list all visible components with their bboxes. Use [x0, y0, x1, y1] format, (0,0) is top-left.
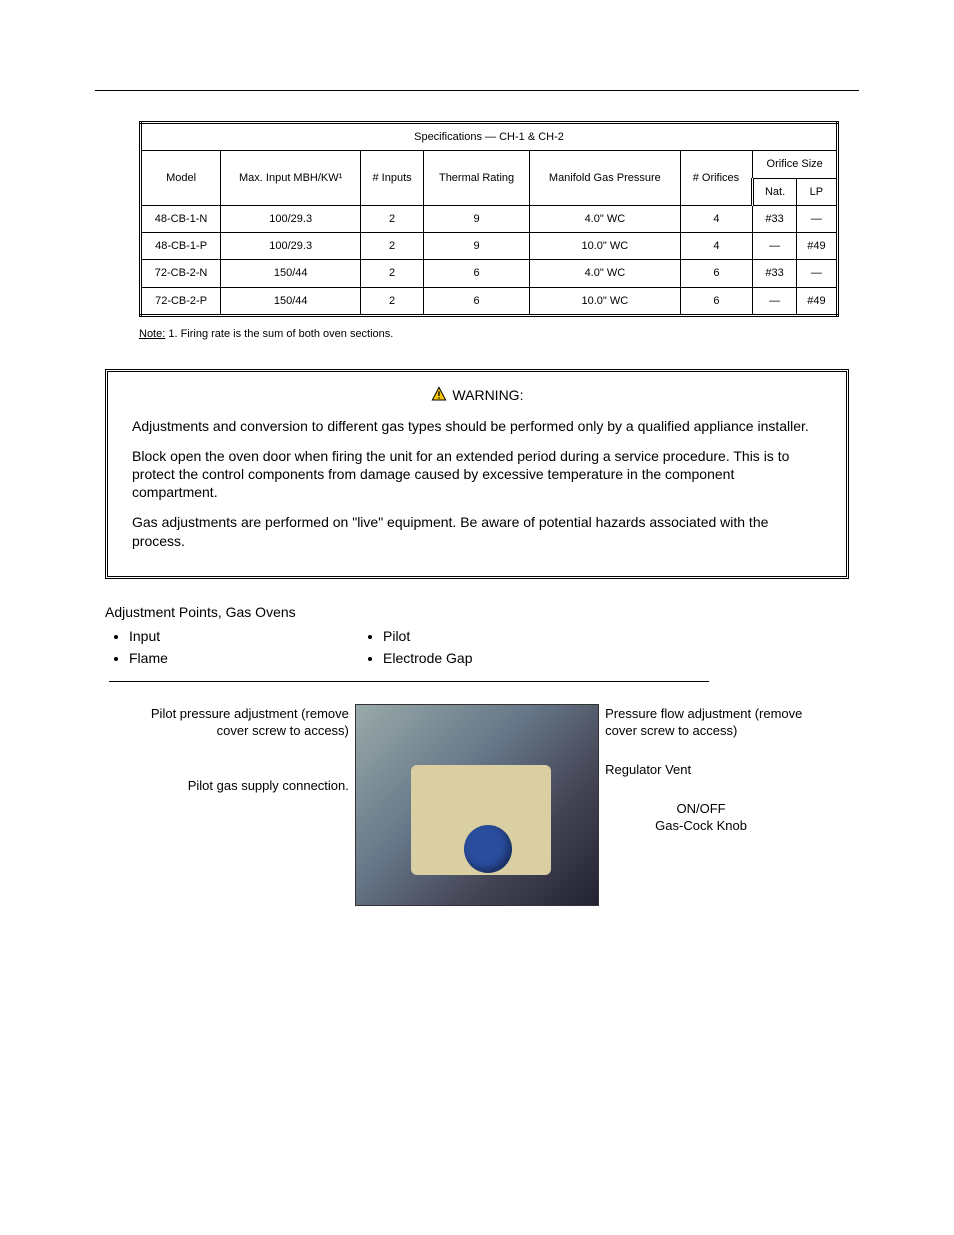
table-row: 72-CB-2-P 150/44 2 6 10.0" WC 6 — #49 — [141, 287, 838, 315]
cell: 6 — [680, 287, 753, 315]
warning-heading: WARNING: — [452, 387, 523, 403]
note-label: Note: — [139, 328, 165, 340]
callout-gas-cock: ON/OFF Gas-Cock Knob — [595, 801, 807, 835]
col-orifice-nat: Nat. — [753, 178, 796, 205]
cell: 2 — [361, 287, 424, 315]
cell: 4 — [680, 205, 753, 232]
cell: 10.0" WC — [530, 233, 680, 260]
cell: 72-CB-2-P — [141, 287, 221, 315]
cell: — — [796, 205, 837, 232]
top-rule — [95, 90, 859, 91]
cell: 6 — [423, 287, 529, 315]
cell: 150/44 — [221, 287, 361, 315]
cell: — — [753, 287, 796, 315]
warning-item: Block open the oven door when firing the… — [132, 447, 822, 502]
cell: 48-CB-1-P — [141, 233, 221, 260]
table-row: 48-CB-1-P 100/29.3 2 9 10.0" WC 4 — #49 — [141, 233, 838, 260]
cell: 100/29.3 — [221, 205, 361, 232]
col-thermal: Thermal Rating — [423, 151, 529, 206]
col-orifices: # Orifices — [680, 151, 753, 206]
cell: 4.0" WC — [530, 205, 680, 232]
col-manifold: Manifold Gas Pressure — [530, 151, 680, 206]
gas-cock-knob-shape — [464, 825, 512, 873]
col-orificesize: Orifice Size — [753, 151, 838, 178]
callout-pressure-flow: Pressure flow adjustment (remove cover s… — [605, 706, 807, 740]
warning-list: Adjustments and conversion to different … — [132, 417, 822, 550]
table-row: 72-CB-2-N 150/44 2 6 4.0" WC 6 #33 — — [141, 260, 838, 287]
figure-left-callouts: Pilot pressure adjustment (remove cover … — [147, 704, 349, 817]
cell: — — [796, 260, 837, 287]
warning-heading-row: WARNING: — [132, 386, 822, 406]
figure: Pilot pressure adjustment (remove cover … — [147, 704, 807, 906]
cell: 150/44 — [221, 260, 361, 287]
callout-pilot-supply: Pilot gas supply connection. — [147, 778, 349, 795]
adjust-left-list: Input Flame — [105, 627, 359, 671]
warning-item: Gas adjustments are performed on "live" … — [132, 513, 822, 549]
warning-box: WARNING: Adjustments and conversion to d… — [105, 369, 849, 578]
warning-item: Adjustments and conversion to different … — [132, 417, 822, 435]
adjust-item: Flame — [129, 649, 359, 667]
figure-right-callouts: Pressure flow adjustment (remove cover s… — [605, 704, 807, 856]
col-inputs: # Inputs — [361, 151, 424, 206]
cell: — — [753, 233, 796, 260]
cell: 100/29.3 — [221, 233, 361, 260]
cell: 2 — [361, 205, 424, 232]
cell: 2 — [361, 260, 424, 287]
cell: 9 — [423, 233, 529, 260]
cell: #49 — [796, 233, 837, 260]
adjust-rule — [109, 681, 709, 682]
cell: #49 — [796, 287, 837, 315]
table-row: 48-CB-1-N 100/29.3 2 9 4.0" WC 4 #33 — — [141, 205, 838, 232]
cell: 6 — [423, 260, 529, 287]
cell: 4.0" WC — [530, 260, 680, 287]
adjust-heading: Adjustment Points, Gas Ovens — [105, 603, 859, 621]
table-title: Specifications — CH-1 & CH-2 — [141, 123, 838, 151]
cell: 6 — [680, 260, 753, 287]
cell: 9 — [423, 205, 529, 232]
cell: 10.0" WC — [530, 287, 680, 315]
adjust-item: Pilot — [383, 627, 473, 645]
col-maxinput: Max. Input MBH/KW¹ — [221, 151, 361, 206]
note-text: 1. Firing rate is the sum of both oven s… — [165, 328, 393, 340]
adjust-item: Input — [129, 627, 359, 645]
warning-icon — [431, 386, 447, 406]
col-orifice-lp: LP — [796, 178, 837, 205]
table-note: Note: 1. Firing rate is the sum of both … — [139, 327, 839, 341]
cell: 2 — [361, 233, 424, 260]
cell: #33 — [753, 205, 796, 232]
cell: 48-CB-1-N — [141, 205, 221, 232]
callout-pilot-pressure: Pilot pressure adjustment (remove cover … — [147, 706, 349, 740]
spec-table: Specifications — CH-1 & CH-2 Model Max. … — [139, 121, 839, 317]
cell: #33 — [753, 260, 796, 287]
cell: 72-CB-2-N — [141, 260, 221, 287]
valve-photo — [355, 704, 599, 906]
col-model: Model — [141, 151, 221, 206]
cell: 4 — [680, 233, 753, 260]
callout-regulator-vent: Regulator Vent — [605, 762, 807, 779]
adjust-columns: Input Flame Pilot Electrode Gap — [105, 627, 859, 671]
adjust-item: Electrode Gap — [383, 649, 473, 667]
adjust-right-list: Pilot Electrode Gap — [359, 627, 473, 671]
